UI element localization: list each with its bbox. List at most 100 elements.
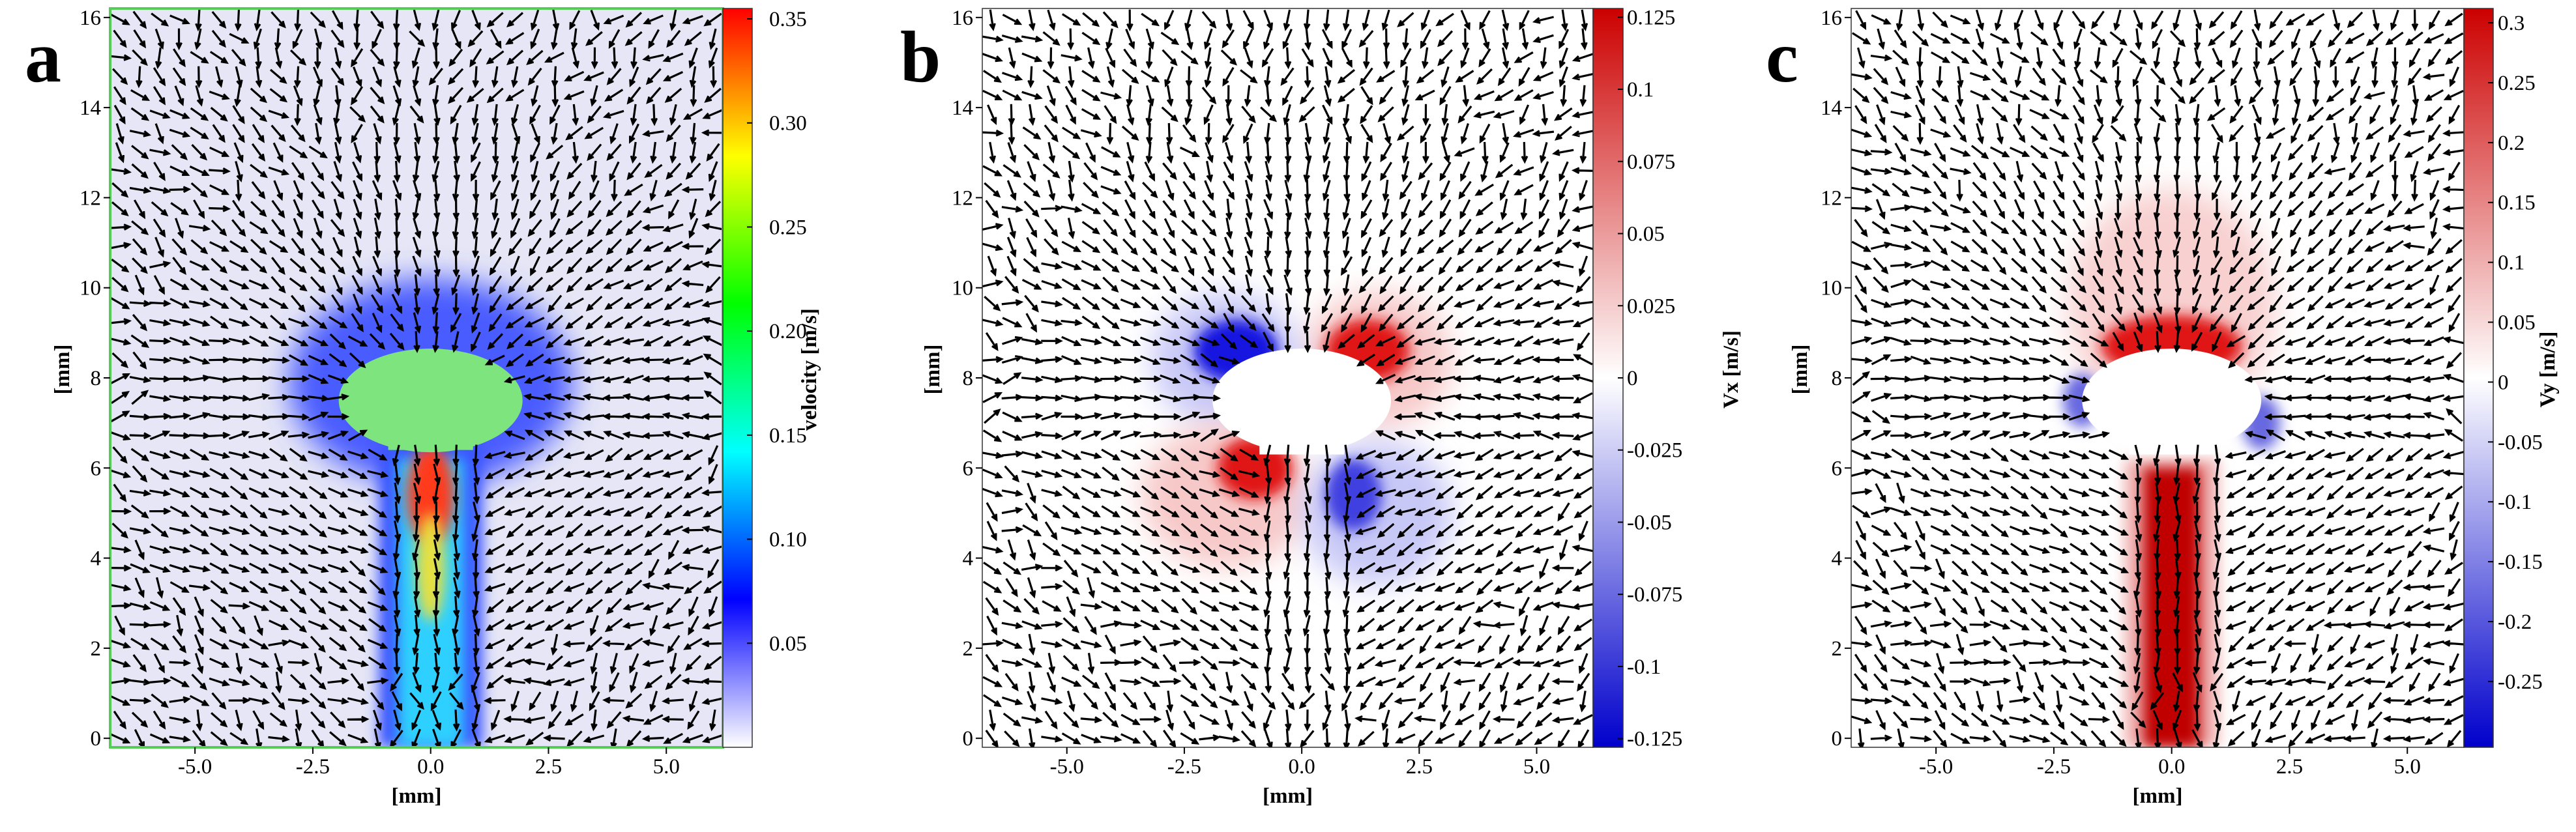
- field-region: [1325, 459, 1382, 532]
- colorbar-tick-label: 0.075: [1627, 151, 1675, 174]
- field-region: [2129, 427, 2214, 455]
- y-tick-label: 16: [80, 7, 101, 30]
- y-tick-label: 4: [91, 547, 102, 571]
- panel-label: a: [25, 17, 61, 98]
- x-tick-label: 2.5: [1406, 755, 1433, 779]
- colorbar-tick-label: -0.025: [1627, 439, 1682, 463]
- x-tick-label: -5.0: [1050, 755, 1084, 779]
- x-tick-label: -2.5: [2037, 755, 2071, 779]
- y-tick-label: 12: [1821, 186, 1842, 210]
- y-tick-label: 0: [963, 727, 974, 751]
- y-tick-label: 4: [1832, 547, 1843, 571]
- colorbar-label: velocity [m/s]: [798, 308, 821, 431]
- y-tick-label: 8: [91, 367, 102, 390]
- colorbar-tick-label: 0: [1627, 367, 1638, 390]
- x-tick-label: 2.5: [2276, 755, 2303, 779]
- panel-label: c: [1766, 17, 1798, 98]
- panel: -5.0 -2.5 0.0 2.5 5.0 0 2 4 6 8 10 12 14 16 [mm] [mm] b 0…: [900, 6, 1743, 808]
- colorbar-tick-label: 0.25: [2498, 72, 2536, 95]
- field-region: [338, 349, 523, 453]
- colorbar-tick-label: 0.1: [2498, 251, 2525, 275]
- colorbar-tick-label: 0.30: [769, 112, 807, 136]
- colorbar-tick-label: -0.15: [2498, 551, 2543, 574]
- y-tick-label: 14: [1821, 96, 1842, 120]
- colorbar-tick-label: -0.25: [2498, 670, 2543, 694]
- colorbar-tick-label: 0.35: [769, 8, 807, 31]
- x-tick-label: 0.0: [1288, 755, 1315, 779]
- colorbar-tick-label: -0.1: [2498, 491, 2532, 514]
- colorbar-tick-label: 0.20: [769, 320, 807, 343]
- x-axis-label: [mm]: [2133, 784, 2183, 808]
- colorbar-tick-label: -0.05: [1627, 511, 1672, 534]
- colorbar: [722, 8, 753, 748]
- panel: -5.0 -2.5 0.0 2.5 5.0 0 2 4 6 8 10 12 14 16 [mm] [mm] c 0…: [1766, 7, 2560, 808]
- x-tick-label: 0.0: [417, 755, 444, 779]
- field-region: [1212, 349, 1392, 453]
- colorbar-tick-label: -0.2: [2498, 610, 2532, 634]
- y-tick-label: 14: [80, 96, 101, 120]
- colorbar-tick-label: 0.025: [1627, 294, 1675, 318]
- y-tick-label: 16: [952, 7, 973, 30]
- colorbar-tick-label: 0.125: [1627, 6, 1675, 29]
- y-tick-label: 4: [963, 547, 974, 571]
- y-tick-label: 2: [1832, 637, 1843, 661]
- colorbar-tick-label: 0.3: [2498, 12, 2525, 35]
- y-tick-label: 12: [80, 186, 101, 210]
- colorbar-tick-label: 0.05: [2498, 311, 2536, 335]
- x-tick-label: 5.0: [1523, 755, 1550, 779]
- colorbar-tick-label: -0.125: [1627, 728, 1682, 751]
- colorbar: [2463, 8, 2494, 748]
- x-tick-label: 5.0: [2394, 755, 2421, 779]
- panel-label: b: [900, 17, 941, 98]
- field-region: [407, 445, 454, 545]
- colorbar-tick-label: 0.05: [1627, 223, 1665, 246]
- colorbar-tick-label: -0.075: [1627, 583, 1682, 607]
- x-tick-label: 0.0: [2158, 755, 2185, 779]
- colorbar-tick-label: 0.1: [1627, 78, 1654, 102]
- y-tick-label: 6: [1832, 457, 1843, 480]
- field-region: [2143, 468, 2201, 747]
- velocity-vectors: [982, 9, 1593, 747]
- x-axis-label: [mm]: [1263, 784, 1313, 808]
- field-region: [388, 427, 473, 450]
- colorbar-tick-label: 0.25: [769, 216, 807, 239]
- y-axis-label: [mm]: [51, 345, 74, 395]
- x-tick-label: 5.0: [653, 755, 680, 779]
- y-tick-label: 10: [80, 277, 101, 300]
- colorbar-tick-label: 0: [2498, 371, 2509, 394]
- x-tick-label: -2.5: [296, 755, 330, 779]
- y-tick-label: 2: [91, 637, 102, 661]
- y-tick-label: 6: [963, 457, 974, 480]
- y-tick-label: 12: [952, 186, 973, 210]
- x-tick-label: -5.0: [1919, 755, 1953, 779]
- field-region: [2082, 349, 2262, 453]
- colorbar-tick-label: 0.05: [769, 632, 807, 655]
- y-tick-label: 2: [963, 637, 974, 661]
- colorbar-tick-label: 0.15: [769, 424, 807, 448]
- colorbar-tick-label: 0.15: [2498, 192, 2536, 215]
- field-region: [417, 513, 445, 622]
- colorbar-tick-label: -0.1: [1627, 655, 1661, 679]
- field: [110, 8, 723, 747]
- y-axis-label: [mm]: [921, 345, 944, 395]
- y-tick-label: 10: [1821, 277, 1842, 300]
- field-region: [1259, 427, 1344, 455]
- x-tick-label: 2.5: [535, 755, 562, 779]
- colorbar-label: Vx [m/s]: [1720, 330, 1743, 409]
- y-tick-label: 8: [963, 367, 974, 390]
- colorbar-tick-label: -0.05: [2498, 431, 2543, 454]
- velocity-vectors: [110, 9, 723, 747]
- colorbar-tick-label: 0.10: [769, 528, 807, 552]
- y-tick-label: 6: [91, 457, 102, 480]
- field: [1851, 8, 2464, 747]
- y-tick-label: 14: [952, 96, 973, 120]
- colorbar-tick-label: 0.2: [2498, 132, 2525, 155]
- y-axis-label: [mm]: [1789, 345, 1812, 395]
- x-axis-label: [mm]: [392, 784, 442, 808]
- panel: -5.0 -2.5 0.0 2.5 5.0 0 2 4 6 8 10 12 14 16 [mm] [mm] a 0…: [25, 7, 821, 808]
- y-tick-label: 0: [1832, 727, 1843, 751]
- y-tick-label: 10: [952, 277, 973, 300]
- x-tick-label: -2.5: [1167, 755, 1201, 779]
